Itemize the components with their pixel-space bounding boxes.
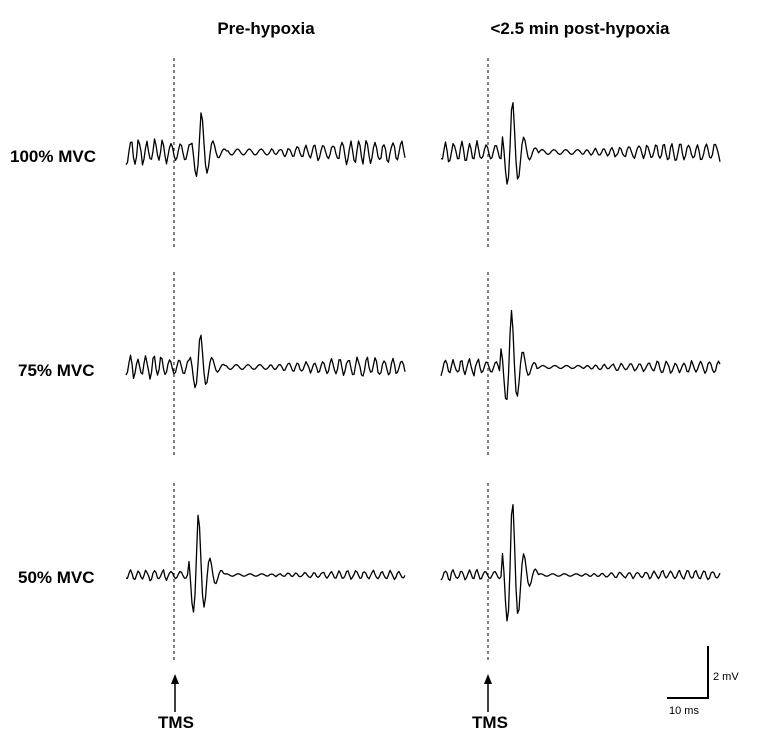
emg-trace-post-75 [440, 309, 721, 401]
row-label-50-mvc: 50% MVC [18, 568, 95, 587]
emg-trace-post-50 [440, 503, 721, 622]
emg-trace-pre-100 [125, 112, 406, 178]
tms-arrow-pre [171, 674, 179, 712]
tms-label-pre: TMS [158, 713, 194, 732]
scale-bar-horizontal-label: 10 ms [669, 705, 699, 717]
column-title-pre-hypoxia: Pre-hypoxia [217, 19, 315, 38]
emg-trace-post-100 [440, 102, 721, 185]
row-label-100-mvc: 100% MVC [10, 147, 96, 166]
scale-bar [667, 646, 709, 699]
emg-trace-pre-50 [125, 514, 406, 613]
column-title-post-hypoxia: <2.5 min post-hypoxia [490, 19, 670, 38]
emg-trace-pre-75 [125, 334, 406, 389]
tms-arrow-post [484, 674, 492, 712]
scale-bar-vertical-label: 2 mV [713, 671, 739, 683]
tms-label-post: TMS [472, 713, 508, 732]
row-label-75-mvc: 75% MVC [18, 361, 95, 380]
